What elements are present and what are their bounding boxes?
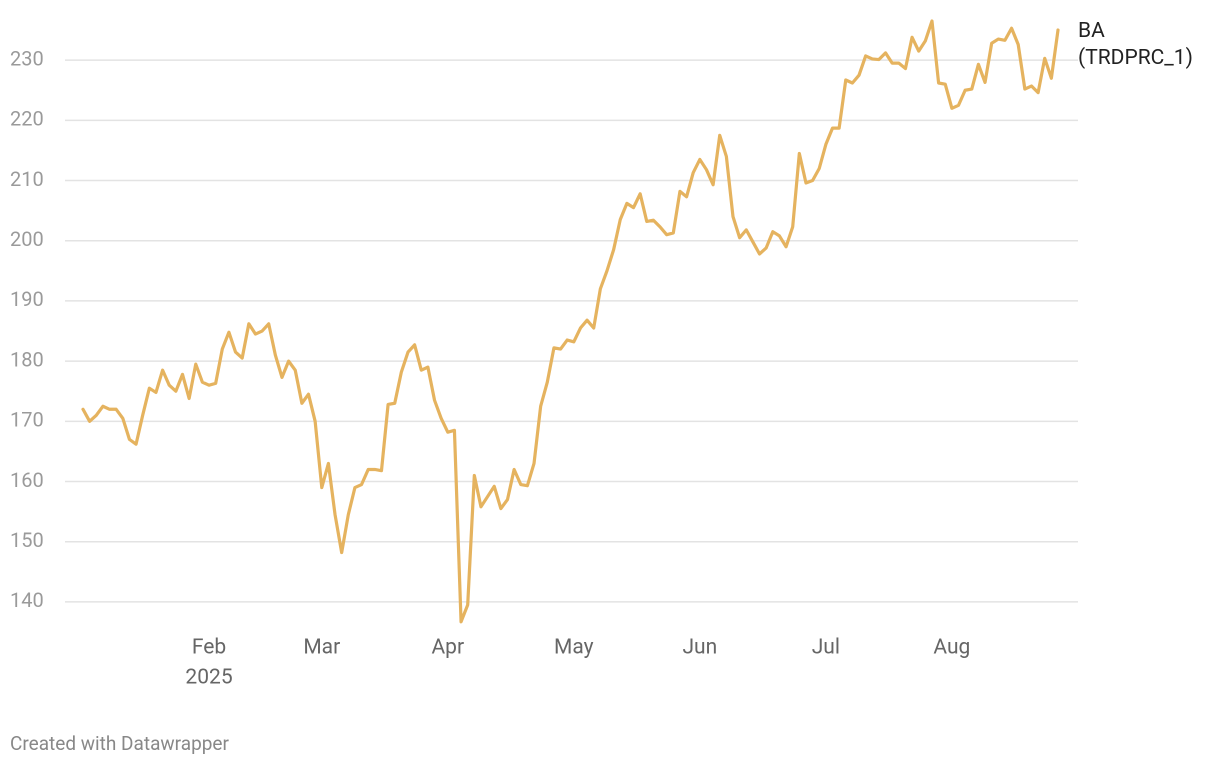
x-tick-label: Apr [431,636,464,660]
x-tick-label: Jul [812,636,840,660]
legend-label: BA (TRDPRC_1) [1078,19,1193,70]
x-tick-label: Aug [933,636,970,660]
x-tick-label: May [554,636,594,660]
x-tick-label: Mar [303,636,340,660]
y-tick-label: 160 [10,468,44,492]
y-tick-label: 150 [10,528,44,552]
x-tick-label: Feb [192,636,226,660]
y-tick-label: 220 [10,107,44,131]
y-tick-label: 170 [10,408,44,432]
footer: Created with Datawrapper [10,732,229,755]
y-tick-label: 230 [10,46,44,70]
y-tick-label: 140 [10,588,44,612]
price-line [81,19,1060,624]
x-year-label: 2025 [185,666,232,690]
y-tick-label: 190 [10,287,44,311]
y-tick-label: 210 [10,167,44,191]
y-tick-label: 200 [10,227,44,251]
x-tick-label: Jun [682,636,717,660]
y-tick-label: 180 [10,347,44,371]
